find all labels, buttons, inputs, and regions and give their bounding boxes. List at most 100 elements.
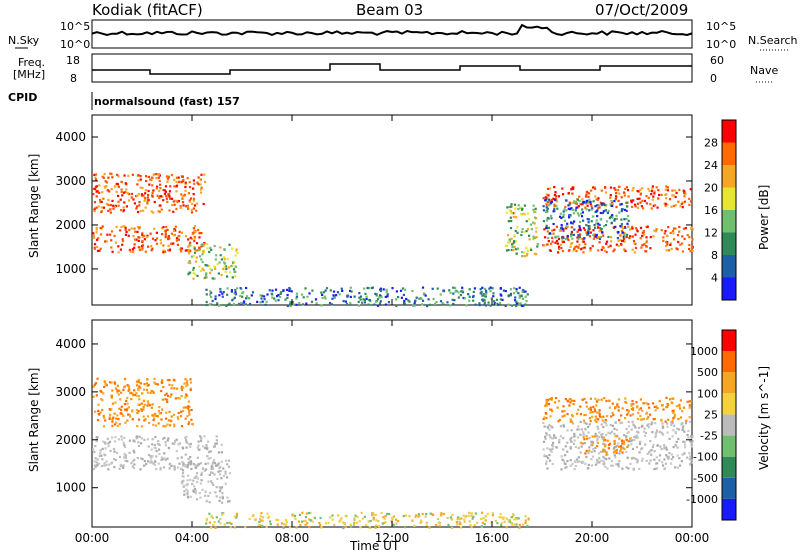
data-cell	[611, 424, 614, 427]
data-cell	[590, 204, 593, 208]
data-cell	[578, 227, 581, 230]
data-cell	[550, 201, 553, 204]
data-cell	[158, 179, 161, 183]
data-cell	[625, 217, 628, 221]
data-cell	[227, 266, 230, 269]
data-cell	[571, 208, 574, 211]
data-cell	[100, 200, 103, 203]
data-cell	[504, 290, 507, 293]
data-cell	[574, 209, 577, 212]
data-cell	[579, 233, 582, 236]
data-cell	[543, 244, 546, 247]
data-cell	[356, 521, 359, 524]
data-cell	[517, 204, 520, 207]
data-cell	[615, 450, 618, 453]
data-cell	[552, 445, 555, 448]
data-cell	[94, 457, 97, 460]
data-cell	[231, 299, 234, 302]
data-cell	[667, 249, 671, 252]
data-cell	[557, 195, 561, 198]
data-cell	[344, 300, 347, 303]
data-cell	[183, 193, 187, 196]
data-cell	[425, 524, 428, 527]
data-cell	[154, 460, 157, 463]
data-cell	[483, 287, 487, 290]
data-cell	[157, 176, 160, 179]
cpid-value: normalsound (fast) 157	[94, 95, 240, 108]
data-cell	[614, 188, 617, 192]
data-cell	[360, 511, 363, 514]
data-cell	[182, 409, 185, 412]
data-cell	[631, 447, 635, 451]
data-cell	[151, 195, 154, 198]
data-cell	[636, 190, 639, 193]
data-cell	[184, 406, 187, 409]
data-cell	[670, 453, 673, 456]
data-cell	[374, 526, 377, 529]
data-cell	[518, 523, 521, 527]
data-cell	[610, 460, 614, 463]
data-cell	[649, 440, 652, 443]
data-cell	[635, 434, 638, 437]
data-cell	[530, 228, 533, 231]
data-cell	[588, 417, 591, 420]
data-cell	[602, 210, 605, 213]
data-cell	[140, 442, 143, 445]
data-cell	[568, 201, 571, 204]
data-cell	[646, 424, 649, 427]
data-cell	[191, 482, 194, 486]
data-cell	[576, 230, 579, 233]
data-cell	[421, 303, 424, 306]
data-cell	[615, 448, 618, 451]
data-cell	[267, 516, 270, 519]
data-cell	[612, 413, 615, 417]
data-cell	[634, 436, 637, 439]
data-cell	[499, 298, 502, 301]
data-cell	[218, 473, 222, 476]
data-cell	[150, 210, 153, 213]
data-cell	[507, 240, 511, 244]
data-cell	[124, 421, 127, 424]
data-cell	[155, 450, 158, 453]
data-cell	[152, 419, 155, 422]
data-cell	[139, 178, 142, 181]
data-cell	[191, 232, 194, 235]
data-cell	[588, 225, 591, 228]
data-cell	[391, 287, 394, 290]
data-cell	[508, 205, 511, 209]
data-cell	[566, 441, 569, 444]
data-cell	[584, 195, 588, 198]
data-cell	[151, 191, 154, 194]
data-cell	[572, 201, 575, 204]
data-cell	[522, 304, 525, 308]
data-cell	[280, 522, 284, 525]
data-cell	[208, 264, 211, 267]
data-cell	[230, 289, 233, 292]
data-cell	[549, 214, 553, 217]
data-cell	[649, 449, 652, 452]
data-cell	[585, 405, 588, 408]
data-cell	[586, 233, 589, 236]
data-cell	[120, 405, 123, 408]
data-cell	[136, 183, 139, 186]
data-cell	[549, 436, 552, 439]
data-cell	[358, 520, 361, 523]
data-cell	[648, 413, 652, 416]
data-cell	[234, 288, 237, 292]
data-cell	[639, 418, 642, 421]
data-cell	[114, 459, 117, 462]
data-cell	[509, 292, 513, 295]
data-cell	[157, 173, 160, 176]
data-cell	[146, 415, 150, 418]
data-cell	[119, 248, 122, 251]
data-cell	[119, 412, 122, 415]
data-cell	[180, 250, 183, 253]
data-cell	[173, 234, 176, 237]
data-cell	[159, 183, 162, 186]
data-cell	[527, 249, 530, 252]
data-cell	[111, 418, 114, 421]
data-cell	[173, 379, 176, 382]
data-cell	[594, 195, 597, 198]
data-cell	[553, 401, 557, 404]
data-cell	[375, 519, 378, 522]
